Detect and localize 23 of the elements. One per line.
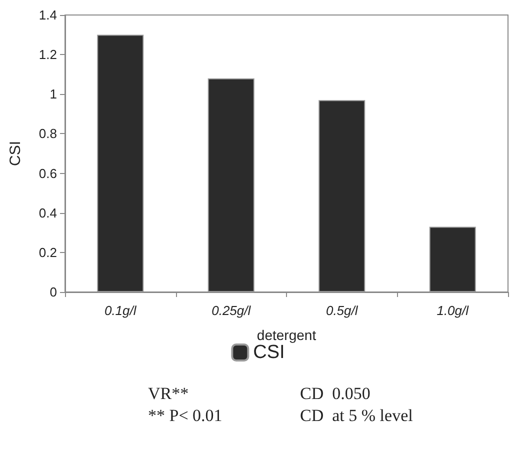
x-tick-label: 0.25g/l	[212, 303, 252, 318]
text: ** P< 0.01	[148, 406, 222, 425]
legend-label: CSI	[253, 342, 285, 363]
y-tick-label: 0.6	[38, 166, 57, 181]
x-tick-label: 1.0g/l	[436, 303, 470, 318]
y-tick-label: 0	[50, 284, 57, 300]
x-tick-label: 0.1g/l	[104, 303, 138, 318]
y-tick-label: 0.8	[38, 126, 57, 142]
y-axis-title: CSI	[7, 140, 24, 166]
x-axis-title: detergent	[256, 327, 316, 343]
bar	[318, 100, 366, 292]
text: CD at 5 % level	[300, 406, 414, 425]
bar	[97, 34, 144, 292]
x-tick-label: 0.5g/l	[326, 303, 359, 318]
bar	[429, 226, 476, 292]
y-tick-label: 0.2	[38, 244, 57, 260]
y-tick-label: 0.4	[38, 205, 57, 220]
y-tick-label: 1.4	[38, 8, 57, 22]
y-tick-label: 1	[50, 86, 57, 102]
text: VR**	[148, 384, 189, 403]
text: CD 0.050	[300, 384, 370, 403]
bar	[208, 78, 254, 292]
y-tick-label: 1.2	[38, 47, 57, 62]
